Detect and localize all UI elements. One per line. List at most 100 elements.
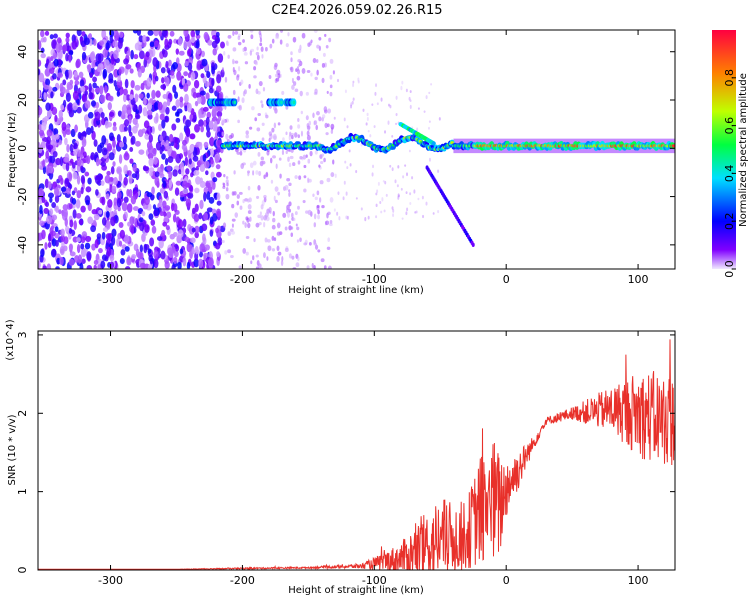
noise-blob xyxy=(139,244,143,253)
noise-blob xyxy=(128,115,132,125)
noise-blob xyxy=(84,90,89,96)
faint-speckle xyxy=(288,192,291,197)
noise-blob xyxy=(55,42,62,53)
faint-speckle xyxy=(316,69,319,76)
noise-blob xyxy=(104,120,109,129)
faint-speckle xyxy=(236,194,240,199)
faint-speckle xyxy=(405,211,408,216)
faint-speckle xyxy=(292,36,297,43)
noise-blob xyxy=(63,208,68,218)
faint-speckle xyxy=(263,222,266,228)
faint-speckle xyxy=(251,106,255,111)
noise-blob xyxy=(135,248,140,258)
noise-blob xyxy=(52,150,58,158)
faint-speckle xyxy=(273,64,278,71)
noise-blob xyxy=(81,258,86,264)
faint-speckle xyxy=(285,150,288,155)
noise-blob xyxy=(38,106,43,116)
noise-blob xyxy=(174,111,179,117)
noise-blob xyxy=(215,227,219,234)
faint-speckle xyxy=(232,89,236,96)
noise-blob xyxy=(40,248,45,258)
noise-blob xyxy=(154,101,159,111)
noise-blob xyxy=(79,151,84,160)
noise-blob xyxy=(48,61,53,69)
noise-blob xyxy=(153,259,159,269)
faint-speckle xyxy=(288,201,292,207)
x-tick-label: 0 xyxy=(503,574,510,587)
faint-speckle xyxy=(319,180,324,185)
noise-blob xyxy=(38,260,41,269)
noise-blob xyxy=(129,94,134,100)
faint-speckle xyxy=(299,237,302,242)
noise-blob xyxy=(187,72,192,79)
faint-speckle xyxy=(324,33,327,37)
noise-blob xyxy=(163,216,169,223)
noise-blob xyxy=(53,58,59,67)
faint-speckle xyxy=(259,37,263,43)
colorbar-tick-label: 0.2 xyxy=(723,212,736,230)
noise-blob xyxy=(201,58,208,67)
noise-blob xyxy=(132,206,139,211)
faint-speckle xyxy=(277,251,282,256)
noise-blob xyxy=(193,169,200,176)
faint-speckle xyxy=(269,157,273,164)
faint-speckle xyxy=(285,105,289,110)
faint-speckle xyxy=(314,76,318,81)
noise-blob xyxy=(122,213,127,220)
faint-speckle xyxy=(332,159,335,165)
noise-blob xyxy=(179,248,184,255)
noise-blob xyxy=(153,209,159,217)
faint-speckle xyxy=(391,135,394,138)
noise-blob xyxy=(113,197,117,206)
y-tick-label: 0 xyxy=(16,567,29,574)
faint-speckle xyxy=(293,81,297,87)
noise-blob xyxy=(59,256,64,266)
noise-blob xyxy=(73,71,78,78)
noise-blob xyxy=(88,91,94,100)
faint-speckle xyxy=(295,262,300,268)
noise-blob xyxy=(212,176,218,183)
noise-blob xyxy=(123,126,128,132)
faint-speckle xyxy=(375,215,378,219)
faint-speckle xyxy=(226,182,229,187)
noise-blob xyxy=(160,67,166,74)
faint-speckle xyxy=(271,224,276,230)
faint-speckle xyxy=(275,77,280,82)
noise-blob xyxy=(126,106,132,116)
faint-speckle xyxy=(315,59,319,64)
noise-blob xyxy=(160,250,166,260)
faint-speckle xyxy=(248,83,251,89)
faint-speckle xyxy=(272,217,276,223)
noise-blob xyxy=(130,225,135,235)
colorbar-tick-label: 0.6 xyxy=(723,117,736,135)
noise-blob xyxy=(158,199,163,207)
noise-blob xyxy=(141,210,146,217)
faint-speckle xyxy=(234,60,239,64)
faint-speckle xyxy=(313,213,317,220)
noise-blob xyxy=(67,69,73,79)
faint-speckle xyxy=(245,130,249,135)
faint-speckle xyxy=(395,122,398,126)
noise-blob xyxy=(80,205,86,213)
faint-speckle xyxy=(257,151,261,157)
noise-blob xyxy=(206,71,211,79)
noise-blob xyxy=(198,212,203,220)
faint-speckle xyxy=(350,104,353,109)
noise-blob xyxy=(65,225,70,233)
faint-speckle xyxy=(408,96,411,101)
noise-blob xyxy=(211,77,215,87)
noise-blob xyxy=(173,203,178,213)
noise-blob xyxy=(87,177,92,185)
noise-blob xyxy=(209,229,214,237)
faint-speckle xyxy=(327,237,330,243)
faint-speckle xyxy=(343,180,346,185)
faint-speckle xyxy=(226,41,230,47)
noise-blob xyxy=(143,97,147,106)
faint-speckle xyxy=(297,124,301,129)
noise-blob xyxy=(81,31,86,37)
y-tick-label: 40 xyxy=(16,45,29,59)
faint-speckle xyxy=(323,265,327,269)
faint-speckle xyxy=(387,120,390,125)
noise-blob xyxy=(66,143,70,153)
